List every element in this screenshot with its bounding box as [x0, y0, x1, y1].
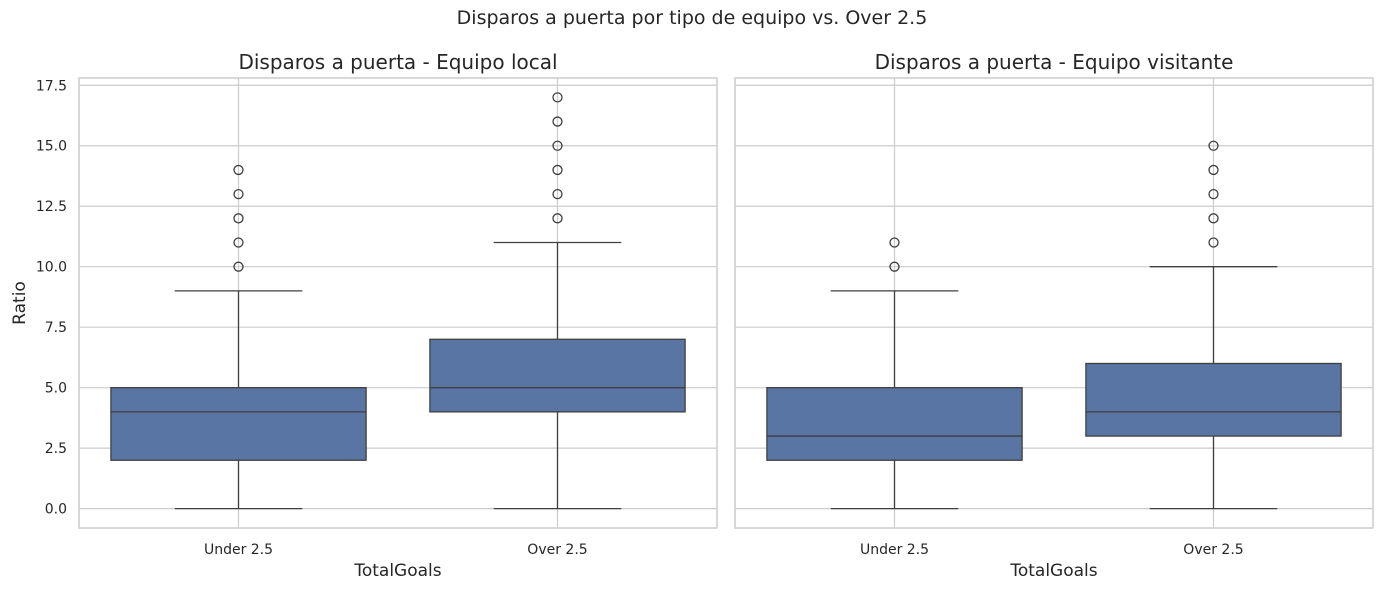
panel-title: Disparos a puerta - Equipo local [238, 50, 557, 74]
outlier-point [1208, 140, 1219, 151]
outlier-point [233, 261, 244, 272]
outlier-point [552, 188, 563, 200]
outlier-point [1208, 213, 1219, 224]
x-axis-label: TotalGoals [1009, 561, 1097, 581]
outlier-point [889, 237, 900, 248]
iqr-box [110, 387, 367, 461]
x-tick-label: Under 2.5 [204, 542, 273, 558]
box-over-2-5 [429, 92, 686, 510]
y-tick-label: 7.5 [45, 320, 67, 336]
outlier-point [552, 213, 563, 224]
figure-suptitle: Disparos a puerta por tipo de equipo vs.… [457, 7, 928, 29]
panel-away-team: Disparos a puerta - Equipo visitante Tot… [734, 50, 1374, 581]
x-tick-label: Under 2.5 [860, 542, 929, 558]
x-tick-label: Over 2.5 [527, 542, 587, 558]
outlier-point [233, 213, 244, 224]
y-axis-label: Ratio [10, 281, 30, 325]
outlier-point [552, 140, 563, 151]
panel-home-team: Disparos a puerta - Equipo local Ratio T… [10, 50, 718, 581]
y-tick-label: 17.5 [36, 78, 67, 94]
x-tick-label: Over 2.5 [1183, 542, 1243, 558]
box-under-2-5 [110, 164, 367, 510]
outlier-point [889, 261, 900, 272]
y-tick-label: 12.5 [36, 199, 67, 215]
outlier-point [552, 92, 563, 103]
y-tick-label: 2.5 [45, 441, 67, 457]
x-axis-label: TotalGoals [353, 561, 441, 581]
axes-frame [734, 77, 1374, 529]
outlier-point [233, 188, 244, 200]
y-tick-label: 0.0 [45, 502, 67, 518]
box-over-2-5 [1085, 140, 1342, 510]
iqr-box [1085, 362, 1342, 437]
outlier-point [552, 164, 563, 176]
y-tick-label: 15.0 [36, 139, 67, 155]
axes-frame [78, 77, 718, 529]
y-tick-label: 5.0 [45, 381, 67, 397]
box-under-2-5 [766, 237, 1023, 510]
outlier-point [1208, 188, 1219, 200]
outlier-point [233, 237, 244, 248]
iqr-box [429, 338, 686, 413]
panel-title: Disparos a puerta - Equipo visitante [875, 50, 1234, 74]
outlier-point [1208, 164, 1219, 176]
outlier-point [552, 116, 563, 127]
outlier-point [1208, 237, 1219, 248]
outlier-point [233, 164, 244, 176]
y-tick-label: 10.0 [36, 260, 67, 276]
iqr-box [766, 387, 1023, 461]
